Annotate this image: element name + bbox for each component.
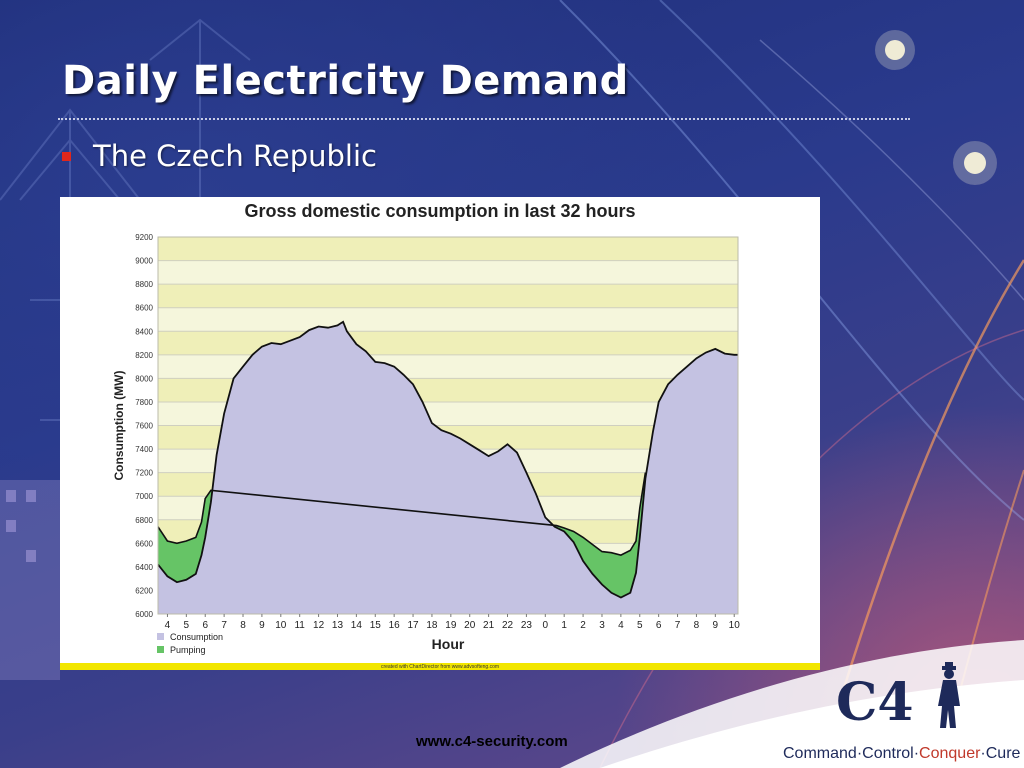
x-tick-label: 5	[184, 620, 190, 631]
x-tick-label: 21	[483, 620, 495, 631]
pumping-line	[157, 472, 647, 556]
y-tick-label: 6000	[135, 610, 153, 619]
x-tick-label: 20	[464, 620, 476, 631]
x-tick-label: 8	[694, 620, 700, 631]
x-tick-label: 3	[599, 620, 605, 631]
x-tick-label: 17	[407, 620, 419, 631]
x-tick-label: 23	[521, 620, 533, 631]
x-tick-label: 15	[370, 620, 382, 631]
legend-label: Consumption	[170, 632, 223, 642]
y-tick-label: 8200	[135, 351, 153, 360]
plot-frame	[157, 236, 739, 615]
tagline-control: Control	[862, 745, 914, 762]
x-tick-label: 6	[202, 620, 208, 631]
y-tick-label: 8400	[135, 327, 153, 336]
tagline-separator: ·	[980, 745, 986, 762]
x-tick-label: 14	[351, 620, 363, 631]
x-tick-label: 0	[543, 620, 549, 631]
x-axis-label: Hour	[432, 636, 465, 652]
y-tick-label: 6600	[135, 539, 153, 548]
y-tick-label: 9200	[135, 233, 153, 242]
y-tick-label: 7000	[135, 492, 153, 501]
x-tick-label: 8	[240, 620, 246, 631]
legend-swatch	[157, 646, 164, 653]
x-tick-label: 13	[332, 620, 344, 631]
plot-band	[158, 284, 738, 308]
x-tick-label: 4	[618, 620, 624, 631]
x-tick-label: 12	[313, 620, 325, 631]
x-tick-label: 5	[637, 620, 643, 631]
consumption-chart: Gross domestic consumption in last 32 ho…	[60, 201, 820, 670]
tagline-separator: ·	[913, 745, 920, 762]
y-tick-label: 6800	[135, 516, 153, 525]
square-bullet-icon	[62, 151, 71, 161]
y-tick-label: 7200	[135, 469, 153, 478]
plot-band	[158, 307, 738, 332]
title-divider	[58, 118, 910, 120]
y-tick-label: 7800	[135, 398, 153, 407]
chart-footnote: created with ChartDirector from www.advs…	[381, 664, 499, 670]
y-tick-label: 7600	[135, 422, 153, 431]
x-tick-label: 10	[729, 620, 741, 631]
plot-band	[158, 331, 738, 355]
tagline-cure: Cure	[985, 745, 1021, 762]
x-tick-label: 19	[445, 620, 457, 631]
consumption-line	[157, 320, 738, 599]
chart-panel: Gross domestic consumption in last 32 ho…	[60, 197, 820, 670]
y-axis-label: Consumption (MW)	[112, 371, 126, 481]
y-tick-label: 7400	[135, 445, 153, 454]
x-tick-label: 10	[275, 620, 287, 631]
y-tick-label: 8000	[135, 374, 153, 383]
footer-url: www.c4-security.com	[416, 733, 568, 750]
plot-band	[158, 260, 738, 285]
x-tick-label: 6	[656, 620, 662, 631]
tagline-separator: ·	[856, 745, 863, 762]
tagline-conquer: Conquer	[919, 745, 981, 762]
y-tick-label: 6200	[135, 586, 153, 595]
plot-band	[158, 237, 738, 261]
bullet-text: The Czech Republic	[93, 139, 377, 173]
x-tick-label: 16	[389, 620, 401, 631]
x-tick-label: 9	[713, 620, 719, 631]
c4-logo-mark: C4	[836, 672, 914, 733]
y-tick-label: 9000	[135, 257, 153, 266]
x-tick-label: 7	[675, 620, 681, 631]
chart-title: Gross domestic consumption in last 32 ho…	[244, 201, 635, 221]
x-tick-label: 1	[561, 620, 567, 631]
x-tick-label: 9	[259, 620, 265, 631]
tagline-command: Command	[783, 745, 857, 762]
legend-swatch	[157, 633, 164, 640]
x-tick-label: 22	[502, 620, 514, 631]
x-tick-label: 18	[426, 620, 438, 631]
x-tick-label: 11	[294, 620, 305, 631]
bullet-item: The Czech Republic	[62, 138, 377, 174]
chart-footer-strip	[60, 663, 820, 670]
logo-tagline: Command·Control·Conquer·Cure	[783, 745, 1020, 763]
x-tick-label: 7	[221, 620, 227, 631]
slide-title: Daily Electricity Demand	[62, 58, 629, 104]
legend-label: Pumping	[170, 645, 206, 655]
y-tick-label: 8800	[135, 280, 153, 289]
x-tick-label: 2	[580, 620, 586, 631]
y-tick-label: 6400	[135, 563, 153, 572]
x-tick-label: 4	[165, 620, 171, 631]
y-tick-label: 8600	[135, 304, 153, 313]
consumption-area	[158, 321, 738, 614]
